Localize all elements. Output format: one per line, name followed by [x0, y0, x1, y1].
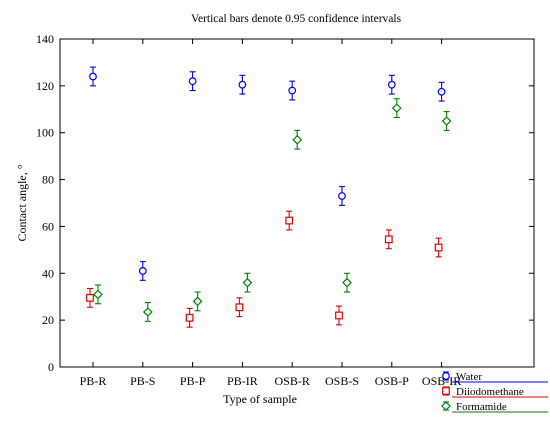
y-tick-label: 0 — [48, 360, 54, 374]
x-tick-label: PB-P — [180, 374, 206, 388]
x-tick-label: OSB-P — [375, 374, 409, 388]
x-axis: PB-R PB-S PB-P PB-IR OSB-R OSB-S OSB-P OSB-IR — [80, 39, 461, 388]
data-point — [188, 77, 197, 86]
data-point — [384, 235, 393, 244]
legend-marker — [442, 387, 450, 395]
legend-label: Water — [456, 371, 482, 383]
y-tick-label: 20 — [42, 313, 54, 327]
legend-marker — [441, 401, 451, 411]
x-axis-label: Type of sample — [223, 392, 297, 406]
data-point — [292, 134, 303, 145]
series-water — [89, 66, 446, 281]
data-point — [285, 216, 294, 225]
data-point — [192, 296, 203, 307]
y-tick-label: 100 — [36, 126, 54, 140]
data-point — [434, 243, 443, 252]
y-tick-label: 60 — [42, 219, 54, 233]
data-point — [185, 313, 194, 322]
data-point — [86, 293, 94, 302]
y-tick-label: 140 — [36, 32, 54, 46]
data-point — [89, 72, 97, 81]
x-tick-label: PB-R — [80, 374, 107, 388]
data-point — [235, 303, 244, 312]
legend-item: Diiodomethane — [442, 386, 548, 398]
data-point — [387, 80, 396, 89]
data-point — [288, 86, 297, 95]
data-marks — [86, 66, 452, 328]
data-point — [142, 307, 153, 317]
y-axis: 0 20 40 60 80 100 120 140 — [36, 32, 534, 374]
x-tick-label: OSB-S — [325, 374, 359, 388]
y-axis-label: Contact angle, ° — [15, 164, 29, 241]
data-point — [338, 192, 346, 200]
legend-label: Diiodomethane — [456, 386, 524, 398]
data-point — [335, 311, 343, 320]
data-point — [93, 289, 103, 300]
legend-item: Formamide — [441, 401, 548, 413]
x-tick-label: OSB-R — [275, 374, 310, 388]
y-tick-label: 120 — [36, 79, 54, 93]
x-tick-label: OSB-IR — [422, 374, 461, 388]
y-tick-label: 40 — [42, 266, 54, 280]
data-point — [138, 267, 147, 275]
data-point — [342, 277, 352, 288]
legend-marker — [442, 372, 450, 380]
legend-item: Water — [442, 371, 548, 383]
plot-area — [59, 38, 535, 368]
x-tick-label: PB-IR — [227, 374, 258, 388]
chart-title: Vertical bars denote 0.95 confidence int… — [191, 13, 402, 25]
data-point — [238, 80, 247, 89]
legend: Water Diiodomethane Formamide — [441, 371, 548, 413]
series-diiodomethane — [86, 210, 443, 328]
legend-label: Formamide — [456, 401, 507, 413]
y-tick-label: 80 — [42, 173, 54, 187]
data-point — [437, 87, 446, 96]
data-point — [441, 116, 452, 126]
series-formamide — [93, 98, 452, 322]
data-point — [242, 277, 253, 288]
x-tick-label: PB-S — [130, 374, 155, 388]
data-point — [391, 103, 402, 113]
